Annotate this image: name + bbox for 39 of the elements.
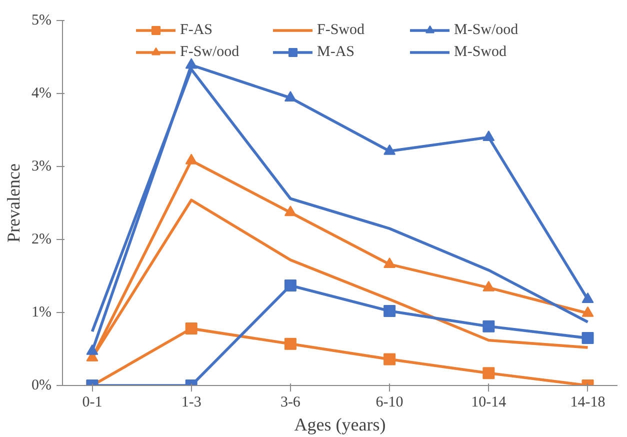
point xyxy=(582,292,594,304)
point xyxy=(185,58,198,69)
point xyxy=(582,306,594,317)
y-tick-label: 5% xyxy=(32,12,52,28)
legend-label: F-Sw/ood xyxy=(180,44,240,60)
x-tick-label: 6-10 xyxy=(376,394,404,410)
x-tick-label: 1-3 xyxy=(181,394,202,410)
point xyxy=(284,338,296,350)
point xyxy=(185,322,198,335)
y-tick-label: 2% xyxy=(32,232,52,248)
point xyxy=(284,91,296,102)
point xyxy=(384,257,396,268)
legend-label: M-Swod xyxy=(454,44,508,60)
point xyxy=(284,206,296,216)
y-tick-label: 1% xyxy=(32,304,52,320)
point xyxy=(384,144,396,155)
y-tick-label: 4% xyxy=(32,86,52,102)
point xyxy=(384,305,396,318)
point xyxy=(284,279,296,292)
point xyxy=(185,154,198,164)
point xyxy=(482,130,495,141)
legend-label: M-Sw/ood xyxy=(454,22,520,38)
x-tick-label: 3-6 xyxy=(280,394,301,410)
y-tick-label: 0% xyxy=(32,378,52,394)
y-axis-title: Prevalence xyxy=(4,164,24,242)
point xyxy=(384,353,396,366)
x-tick-label: 0-1 xyxy=(82,394,102,410)
x-tick-label: 14-18 xyxy=(570,394,606,410)
point xyxy=(86,344,98,355)
point xyxy=(482,280,495,292)
point xyxy=(482,367,495,380)
point xyxy=(482,320,495,332)
y-tick-label: 3% xyxy=(32,158,52,174)
legend-label: F-AS xyxy=(180,22,214,38)
point xyxy=(582,332,594,344)
legend-label: F-Swod xyxy=(317,22,366,38)
legend-label: M-AS xyxy=(317,44,356,60)
x-tick-label: 10-14 xyxy=(471,394,507,410)
x-axis-title: Ages (years) xyxy=(294,414,386,434)
